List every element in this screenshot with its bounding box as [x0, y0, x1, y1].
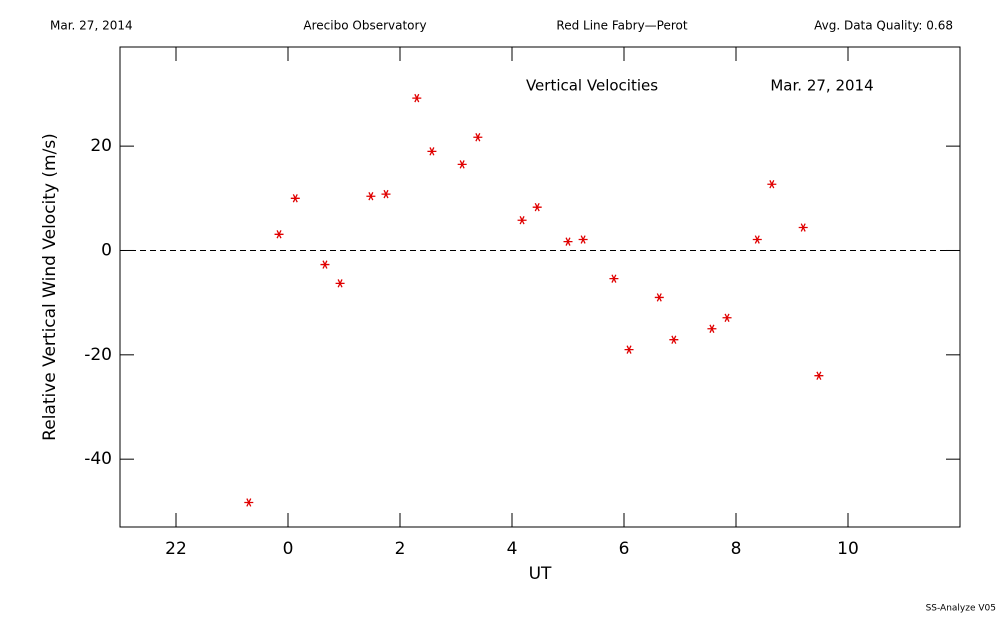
point [517, 216, 527, 225]
point [578, 235, 588, 244]
point [457, 160, 467, 169]
point [798, 223, 808, 232]
point [624, 345, 634, 354]
point [669, 335, 679, 344]
x-tick-label: 0 [283, 539, 294, 559]
point [366, 192, 376, 201]
header-quality: Avg. Data Quality: 0.68 [814, 19, 953, 33]
point [427, 147, 437, 156]
point [320, 260, 330, 269]
point [767, 180, 777, 189]
point [654, 293, 664, 302]
y-tick-label: -40 [84, 449, 112, 469]
header-site: Arecibo Observatory [303, 19, 426, 33]
y-tick-label: 0 [101, 240, 112, 260]
point [381, 189, 391, 199]
x-tick-label: 22 [165, 539, 187, 559]
x-tick-label: 6 [619, 539, 630, 559]
point [244, 498, 254, 507]
point [412, 93, 422, 103]
point [335, 279, 345, 288]
footer: SS-Analyze V05 [926, 604, 996, 614]
point [290, 194, 300, 203]
point [532, 202, 542, 212]
header-instrument: Red Line Fabry—Perot [556, 19, 687, 33]
y-tick-label: 20 [90, 136, 112, 156]
x-tick-label: 8 [731, 539, 742, 559]
point [707, 324, 717, 333]
point [722, 313, 732, 322]
point [274, 230, 284, 239]
x-tick-label: 2 [395, 539, 406, 559]
chart-subtitle: Mar. 27, 2014 [770, 77, 873, 95]
x-axis-label: UT [529, 564, 552, 584]
point [814, 371, 824, 380]
point [563, 237, 573, 246]
header-date: Mar. 27, 2014 [50, 19, 133, 33]
chart-title: Vertical Velocities [526, 77, 658, 95]
y-axis-label: Relative Vertical Wind Velocity (m/s) [40, 133, 60, 441]
y-tick-label: -20 [84, 345, 112, 365]
point [473, 133, 483, 142]
point [609, 274, 619, 283]
point [752, 235, 762, 244]
plot-frame [119, 46, 961, 528]
x-tick-label: 10 [837, 539, 859, 559]
x-tick-label: 4 [507, 539, 518, 559]
